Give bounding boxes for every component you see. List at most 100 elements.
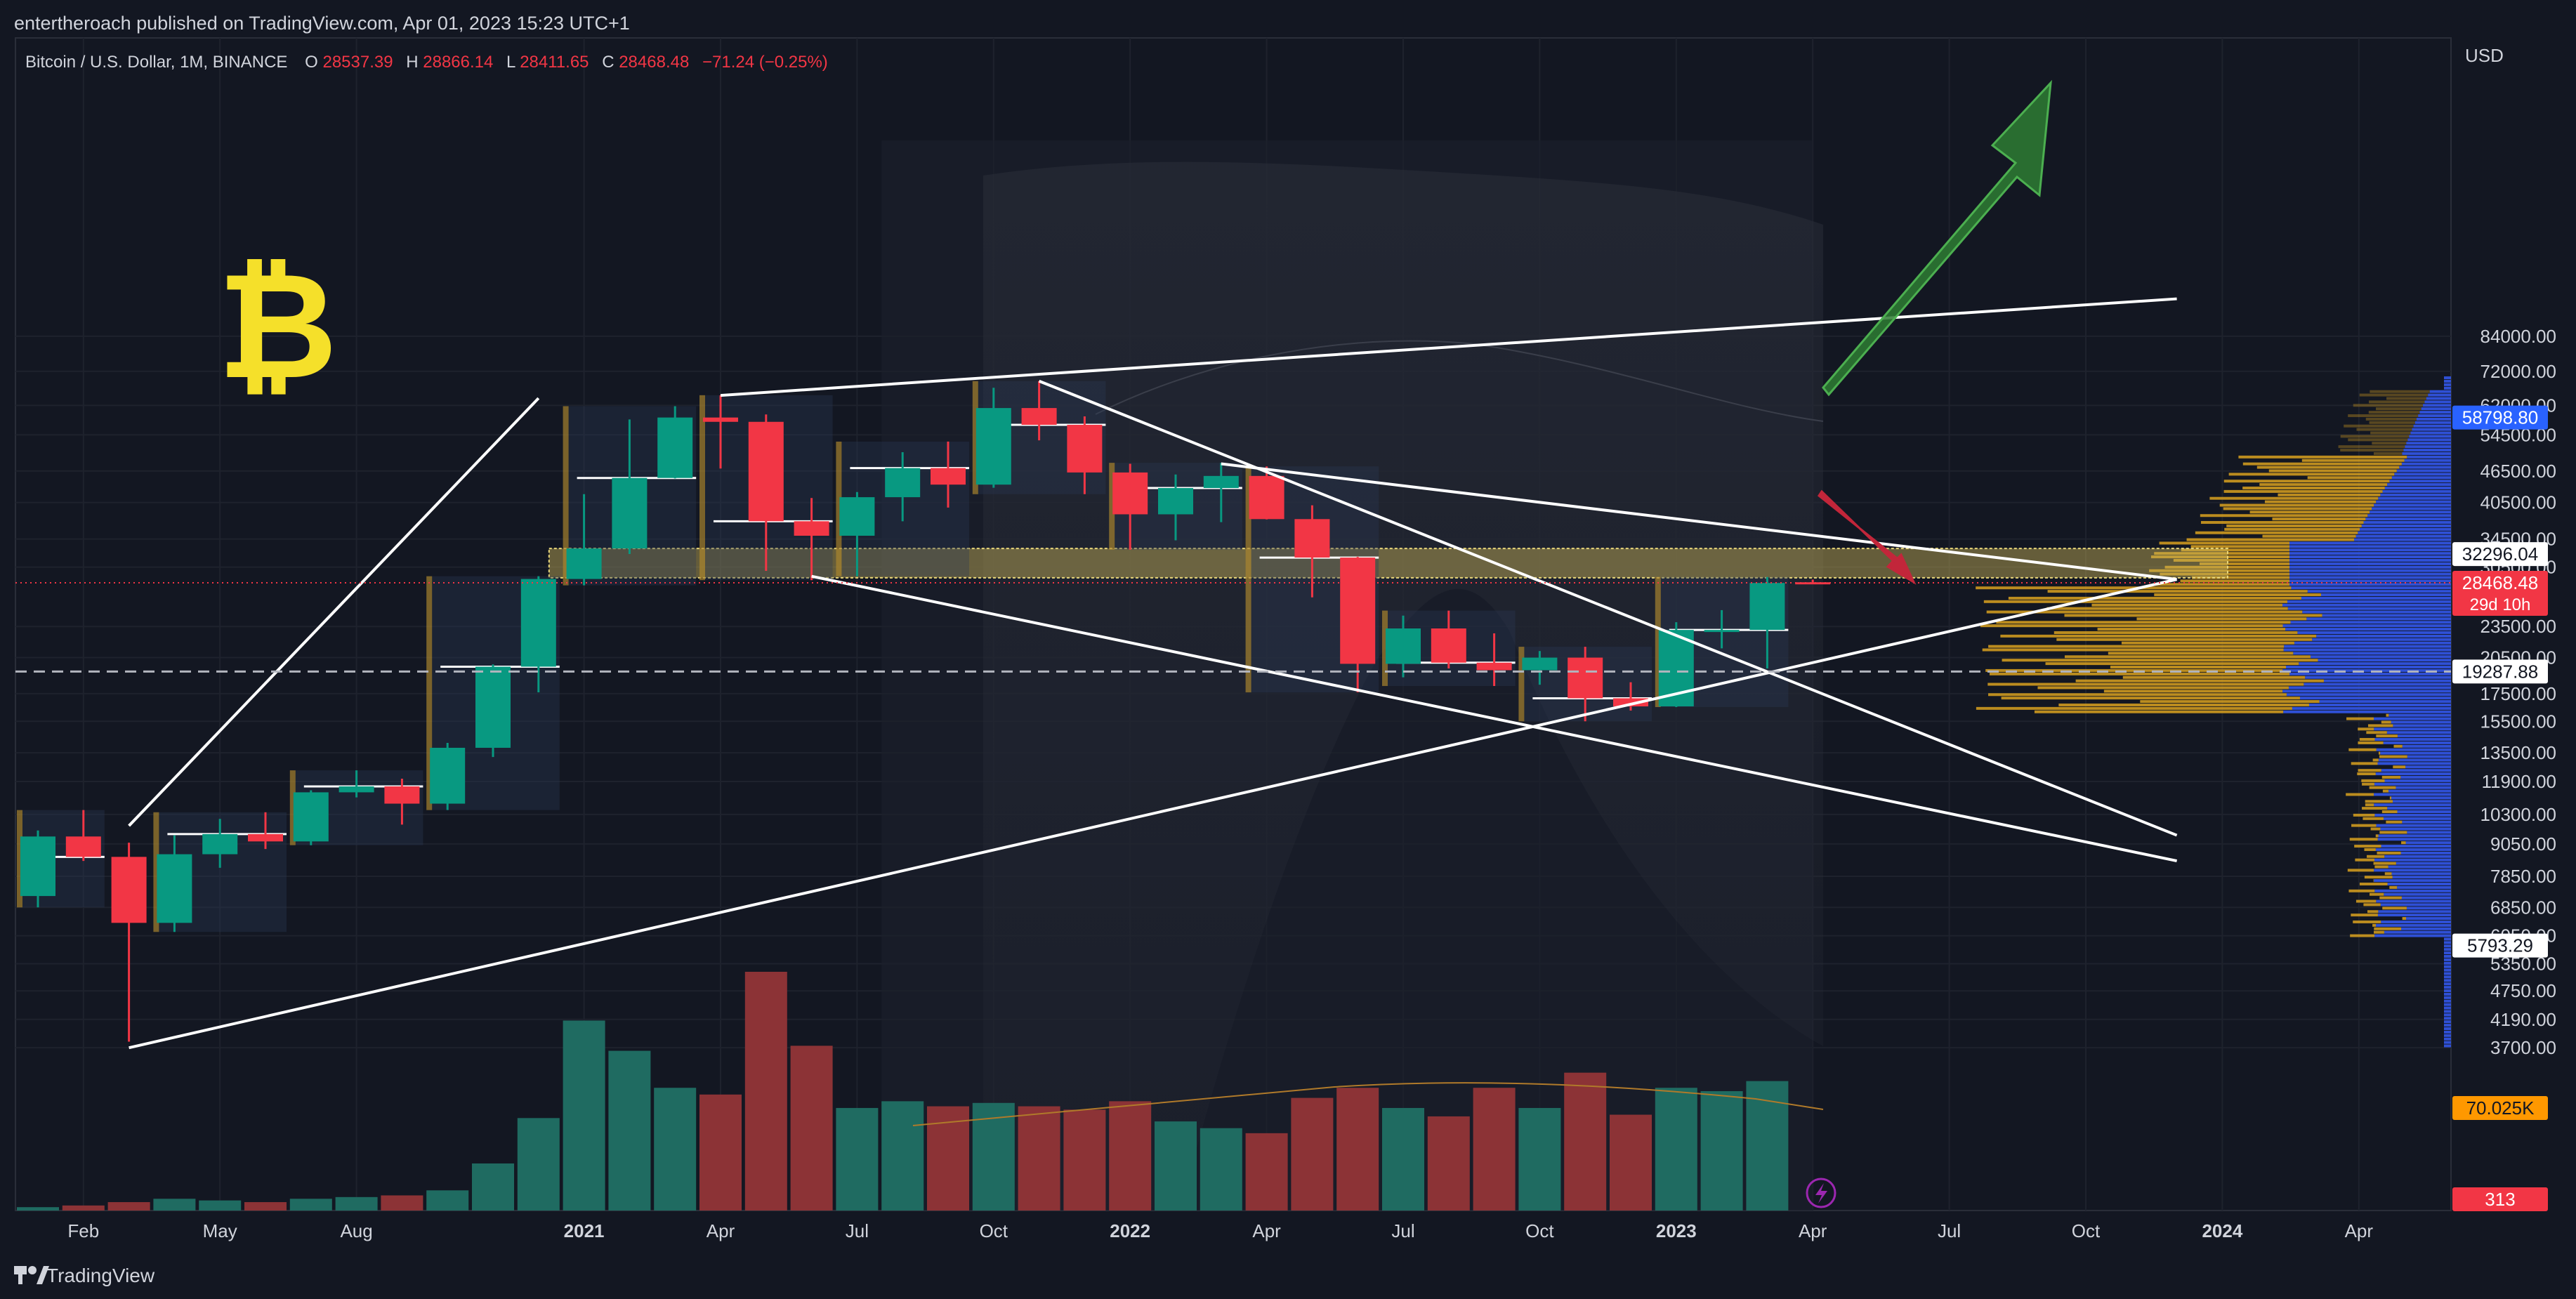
- profile-bar-gold: [2373, 862, 2396, 865]
- profile-bar-blue: [2293, 652, 2451, 655]
- profile-bar-gold: [2340, 449, 2404, 452]
- profile-bar-blue: [2289, 576, 2451, 579]
- volume-bar: [153, 1199, 196, 1211]
- candle-body: [1522, 657, 1558, 671]
- bearish-arrow[interactable]: [1817, 489, 1917, 585]
- trendline[interactable]: [720, 297, 2177, 397]
- volume-bar: [1518, 1107, 1561, 1211]
- profile-bar-blue: [2388, 713, 2451, 717]
- price-tick-label: 72000.00: [2480, 361, 2556, 382]
- trendline[interactable]: [129, 578, 2178, 1050]
- profile-bar-gold: [2365, 800, 2393, 803]
- profile-bar-blue: [2444, 1006, 2451, 1010]
- tradingview-logo-icon: [14, 1266, 49, 1284]
- profile-bar-gold: [2200, 514, 2368, 517]
- volume-ma-line: [912, 1082, 1824, 1126]
- profile-bar-blue: [2404, 459, 2451, 462]
- profile-bar-blue: [2396, 469, 2451, 473]
- profile-bar-blue: [2374, 813, 2451, 817]
- profile-bar-gold: [1986, 610, 2303, 614]
- candle-body: [430, 747, 466, 804]
- profile-bar-blue: [2444, 937, 2451, 941]
- profile-bar-blue: [2381, 920, 2451, 923]
- profile-bar-gold: [2180, 579, 2289, 583]
- profile-bar-blue: [2302, 610, 2451, 614]
- profile-bar-gold: [2064, 655, 2311, 659]
- profile-bar-blue: [2359, 527, 2451, 531]
- profile-bar-gold: [2386, 397, 2426, 400]
- volume-bar: [1655, 1088, 1697, 1211]
- profile-bar-blue: [2370, 510, 2451, 514]
- resistance-zone-rect[interactable]: [548, 548, 2228, 579]
- profile-bar-blue: [2444, 386, 2451, 390]
- profile-bar-gold: [2301, 459, 2405, 462]
- time-axis[interactable]: Feb May Aug 2021 Apr Jul Oct 2022 Apr Jul Oct 2023 A…: [15, 1212, 2451, 1250]
- profile-bar-blue: [2414, 421, 2451, 424]
- trendline[interactable]: [811, 574, 2178, 863]
- profile-bar-gold: [2384, 872, 2392, 876]
- price-tick-label: 17500.00: [2480, 683, 2556, 704]
- candle-body: [1158, 488, 1193, 515]
- profile-bar-gold: [2153, 583, 2289, 586]
- volume-bar: [1245, 1133, 1288, 1211]
- candle-body: [931, 468, 966, 485]
- profile-bar-blue: [2374, 793, 2451, 796]
- profile-bar-gold: [2242, 486, 2385, 489]
- profile-bar-blue: [2405, 445, 2451, 449]
- volume-bar: [1063, 1109, 1106, 1211]
- profile-bar-blue: [2374, 717, 2451, 720]
- profile-bar-gold: [2367, 855, 2385, 858]
- bullish-arrow[interactable]: [1822, 79, 2052, 397]
- profile-bar-blue: [2428, 393, 2451, 397]
- time-tick-label: Aug: [340, 1220, 372, 1241]
- price-tick-label: 84000.00: [2480, 326, 2556, 347]
- profile-bar-gold: [2361, 779, 2385, 782]
- candle-body: [65, 836, 101, 857]
- profile-bar-blue: [2444, 376, 2451, 380]
- profile-bar-blue: [2444, 996, 2451, 999]
- profile-bar-gold: [1976, 706, 2292, 710]
- horizontal-lines[interactable]: [15, 581, 2451, 673]
- candle-body: [566, 548, 602, 579]
- profile-bar-blue: [2383, 817, 2451, 820]
- profile-bar-gold: [2209, 496, 2379, 500]
- candle-body: [384, 786, 420, 804]
- profile-bar-blue: [2407, 455, 2451, 459]
- session-profile-strip: [289, 770, 296, 845]
- profile-bar-blue: [2374, 503, 2451, 507]
- profile-bar-gold: [2053, 631, 2298, 634]
- trendline[interactable]: [128, 397, 540, 827]
- volume-bar: [1291, 1097, 1334, 1211]
- profile-bar-gold: [2348, 438, 2408, 442]
- candle-body: [1249, 475, 1284, 520]
- profile-bar-blue: [2289, 565, 2451, 569]
- profile-bar-blue: [2316, 634, 2451, 638]
- tradingview-brand[interactable]: TradingView: [14, 1265, 155, 1286]
- profile-bar-gold: [2136, 617, 2307, 621]
- profile-bar-gold: [2376, 734, 2398, 738]
- profile-bar-blue: [2376, 748, 2451, 751]
- profile-bar-gold: [2359, 393, 2429, 397]
- trendlines[interactable]: [128, 297, 2178, 1050]
- candle-body: [703, 417, 738, 422]
- volume-bar: [472, 1163, 514, 1211]
- profile-bar-blue: [2444, 1034, 2451, 1037]
- volume-bar: [1700, 1091, 1743, 1211]
- trendline[interactable]: [1221, 462, 2177, 581]
- price-label-value: 70.025K: [2466, 1097, 2535, 1119]
- profile-bar-gold: [1983, 600, 2287, 603]
- profile-bar-blue: [2291, 586, 2451, 590]
- profile-bar-gold: [2402, 917, 2407, 921]
- profile-bar-gold: [2223, 480, 2390, 483]
- trendline[interactable]: [1038, 379, 2178, 837]
- profile-bar-blue: [2374, 934, 2451, 937]
- price-tick-label: 13500.00: [2480, 742, 2556, 763]
- volume-bars: [17, 972, 1824, 1211]
- profile-bar-blue: [2289, 572, 2451, 576]
- replay-icon[interactable]: [1806, 1178, 1836, 1208]
- candle-body: [339, 786, 374, 793]
- profile-bar-blue: [2388, 789, 2451, 793]
- profile-bar-blue: [2376, 824, 2451, 827]
- session-profile-strip: [426, 576, 433, 810]
